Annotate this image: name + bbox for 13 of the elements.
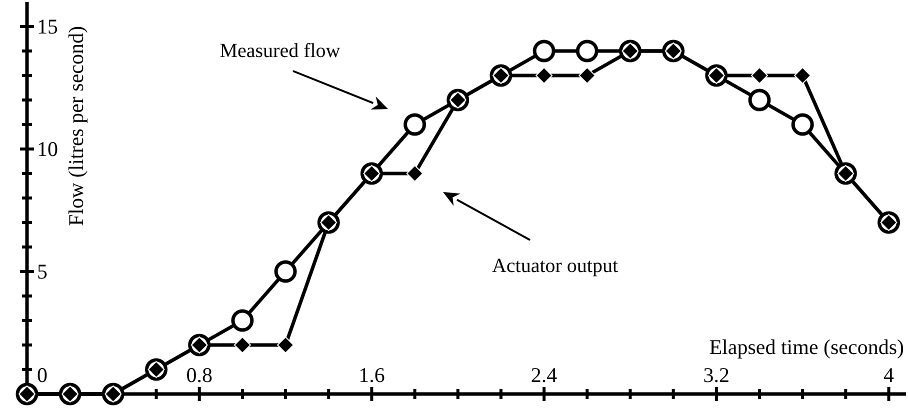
x-tick-label: 0: [37, 363, 48, 387]
x-axis-title: Elapsed time (seconds): [709, 335, 904, 359]
y-tick-label: 15: [37, 14, 58, 38]
x-tick-label: 4: [884, 363, 895, 387]
y-axis-title: Flow (litres per second): [64, 26, 88, 226]
y-tick-label: 10: [37, 137, 58, 161]
annotation: Measured flow: [220, 40, 341, 62]
x-tick-label: 2.4: [530, 363, 558, 387]
x-tick-label: 3.2: [703, 363, 730, 387]
y-tick-label: 5: [37, 260, 48, 284]
annotation: Actuator output: [492, 255, 618, 277]
x-tick-label: 0.8: [186, 363, 212, 387]
x-tick-label: 1.6: [358, 363, 385, 387]
